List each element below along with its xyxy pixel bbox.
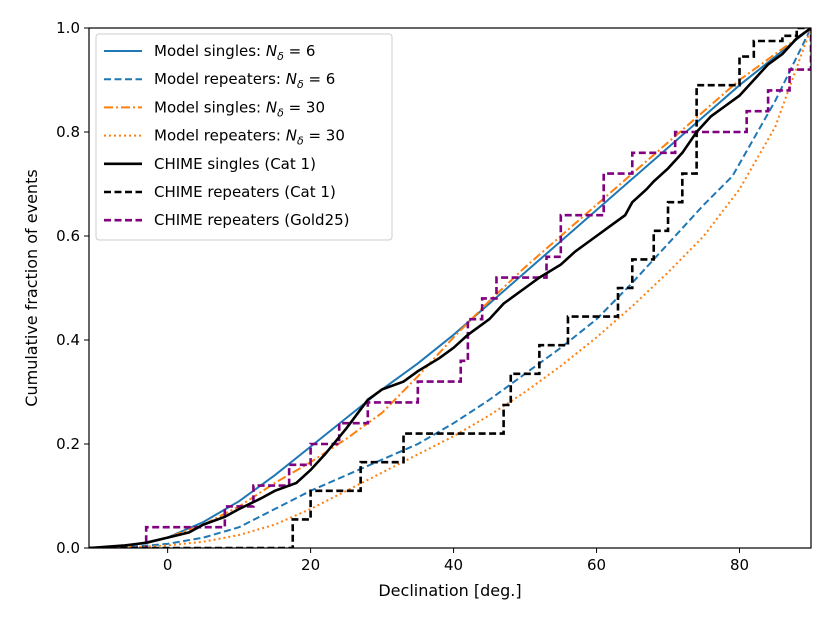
y-tick-label: 0.2: [56, 435, 80, 453]
legend-label: Model singles: Nδ = 30: [154, 98, 325, 119]
series-chime-singles-cat-1: [89, 28, 811, 548]
legend-label: Model repeaters: Nδ = 6: [154, 70, 335, 91]
x-tick-label: 0: [163, 556, 173, 574]
axis-ticks: 0 20 40 60 80 0.0 0.2 0.4 0.6 0.8 1.0: [56, 19, 749, 574]
series-model-singles-n-30: [89, 28, 811, 548]
y-tick-label: 1.0: [56, 19, 80, 37]
plot-lines: [89, 28, 811, 548]
legend: Model singles: Nδ = 6 Model repeaters: Nδ…: [95, 33, 393, 241]
legend-label: CHIME repeaters (Cat 1): [154, 183, 336, 201]
x-axis-label: Declination [deg.]: [378, 581, 521, 600]
x-tick-label: 60: [587, 556, 606, 574]
series-model-singles-n-6: [89, 28, 811, 548]
x-tick-label: 80: [730, 556, 749, 574]
legend-box: [95, 33, 393, 241]
legend-label: Model singles: Nδ = 6: [154, 42, 315, 63]
x-tick-label: 40: [444, 556, 463, 574]
y-tick-label: 0.6: [56, 227, 80, 245]
series-model-repeaters-n-30: [89, 28, 811, 548]
y-tick-label: 0.8: [56, 123, 80, 141]
legend-label: Model repeaters: Nδ = 30: [154, 127, 345, 148]
y-axis-label: Cumulative fraction of events: [22, 169, 41, 406]
x-tick-label: 20: [301, 556, 320, 574]
series-model-repeaters-n-6: [89, 28, 811, 548]
y-tick-label: 0.0: [56, 539, 80, 557]
y-tick-label: 0.4: [56, 331, 80, 349]
legend-label: CHIME singles (Cat 1): [154, 155, 316, 173]
legend-label: CHIME repeaters (Gold25): [154, 211, 350, 229]
plot-frame: [88, 27, 812, 549]
